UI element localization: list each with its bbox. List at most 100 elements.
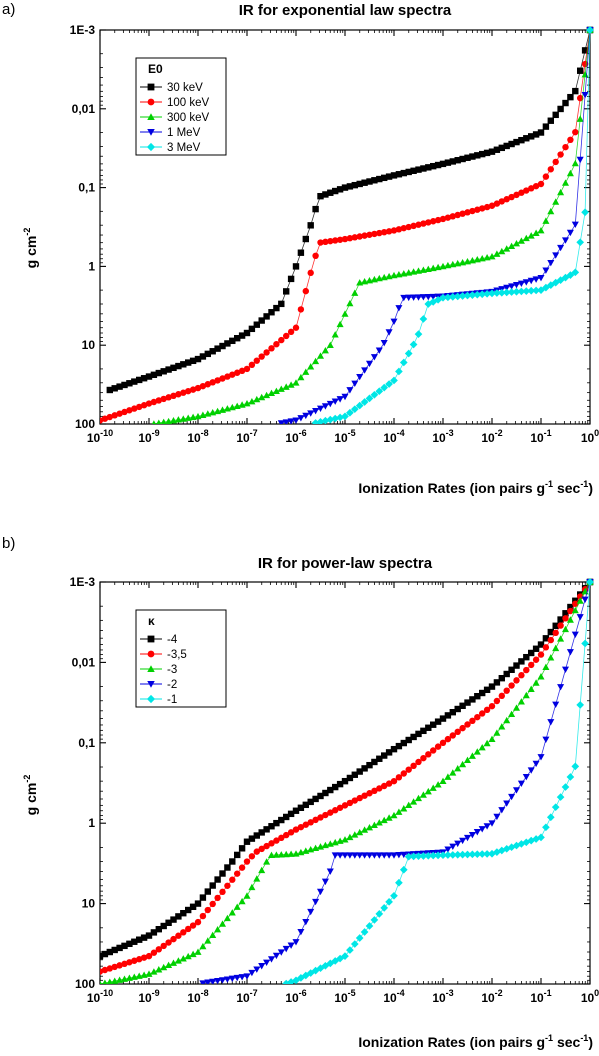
data-point (449, 843, 457, 850)
data-point (121, 381, 128, 389)
data-point (321, 961, 330, 970)
data-point (165, 417, 172, 424)
data-point (449, 213, 456, 220)
data-point (517, 698, 525, 705)
data-point (346, 833, 354, 841)
data-point (508, 283, 516, 290)
data-point (258, 317, 265, 324)
data-point (194, 918, 202, 926)
data-point (562, 615, 569, 622)
data-point (502, 288, 511, 297)
data-point (508, 193, 515, 201)
data-point (287, 829, 295, 836)
legend-label: -4 (167, 634, 178, 646)
data-point (106, 978, 113, 984)
data-point (327, 786, 334, 794)
data-point (336, 396, 344, 403)
data-point (561, 783, 570, 791)
data-point (229, 858, 236, 865)
data-point (566, 169, 574, 177)
data-point (346, 408, 354, 417)
data-point (551, 803, 560, 812)
data-point (473, 829, 481, 836)
data-point (326, 341, 334, 348)
data-point (390, 777, 398, 785)
data-point (395, 226, 403, 233)
data-point (517, 237, 525, 244)
data-point (513, 191, 520, 199)
data-point (350, 940, 359, 948)
data-point (459, 702, 466, 709)
y-tick-label: 100 (75, 417, 95, 431)
data-point (258, 845, 265, 853)
data-point (527, 232, 535, 239)
data-point (424, 265, 432, 272)
data-point (552, 198, 560, 205)
data-point (214, 876, 221, 883)
data-point (469, 207, 476, 215)
data-point (327, 237, 334, 245)
data-point (547, 207, 555, 215)
legend-label: 1 MeV (167, 127, 201, 139)
data-point (336, 320, 344, 328)
data-point (126, 959, 133, 966)
data-point (488, 202, 496, 209)
data-point (542, 635, 550, 642)
data-point (586, 578, 594, 586)
data-point (341, 852, 349, 859)
data-point (371, 177, 378, 184)
data-point (302, 801, 309, 809)
data-point (571, 606, 579, 614)
data-point (508, 242, 516, 250)
data-point (155, 397, 162, 404)
data-point (567, 136, 574, 144)
data-point (497, 288, 506, 297)
data-point (380, 816, 388, 824)
data-point (419, 266, 427, 273)
data-point (336, 954, 344, 963)
data-point (542, 217, 550, 224)
data-point (179, 955, 187, 962)
data-point (405, 736, 412, 744)
data-point (576, 597, 584, 604)
data-point (214, 978, 222, 984)
data-point (336, 186, 344, 193)
data-point (116, 962, 123, 969)
data-point (488, 683, 496, 690)
data-point (365, 823, 374, 831)
data-point (498, 198, 505, 205)
data-point (385, 329, 393, 336)
data-point (136, 403, 143, 411)
data-point (528, 133, 535, 140)
data-point (547, 628, 554, 636)
data-point (292, 263, 300, 270)
data-point (209, 882, 216, 889)
data-point (546, 813, 555, 822)
data-point (513, 138, 520, 146)
data-point (400, 224, 407, 232)
data-point (194, 948, 202, 955)
data-point (351, 797, 358, 804)
legend-label: 300 keV (167, 112, 210, 124)
data-point (493, 848, 501, 856)
data-point (287, 810, 295, 818)
data-point (381, 228, 388, 236)
data-point (552, 252, 560, 259)
data-point (400, 739, 407, 747)
data-point (185, 925, 192, 933)
data-point (370, 916, 379, 924)
data-point (493, 250, 501, 257)
data-point (566, 616, 574, 623)
data-point (537, 651, 545, 658)
data-point (542, 267, 550, 274)
data-point (434, 718, 442, 725)
data-point (140, 934, 148, 941)
data-point (331, 398, 339, 405)
data-point (546, 281, 555, 289)
data-point (292, 417, 300, 424)
data-point (523, 653, 530, 661)
data-point (218, 977, 227, 984)
data-point (297, 306, 305, 313)
data-point (194, 900, 202, 907)
data-point (253, 848, 260, 855)
